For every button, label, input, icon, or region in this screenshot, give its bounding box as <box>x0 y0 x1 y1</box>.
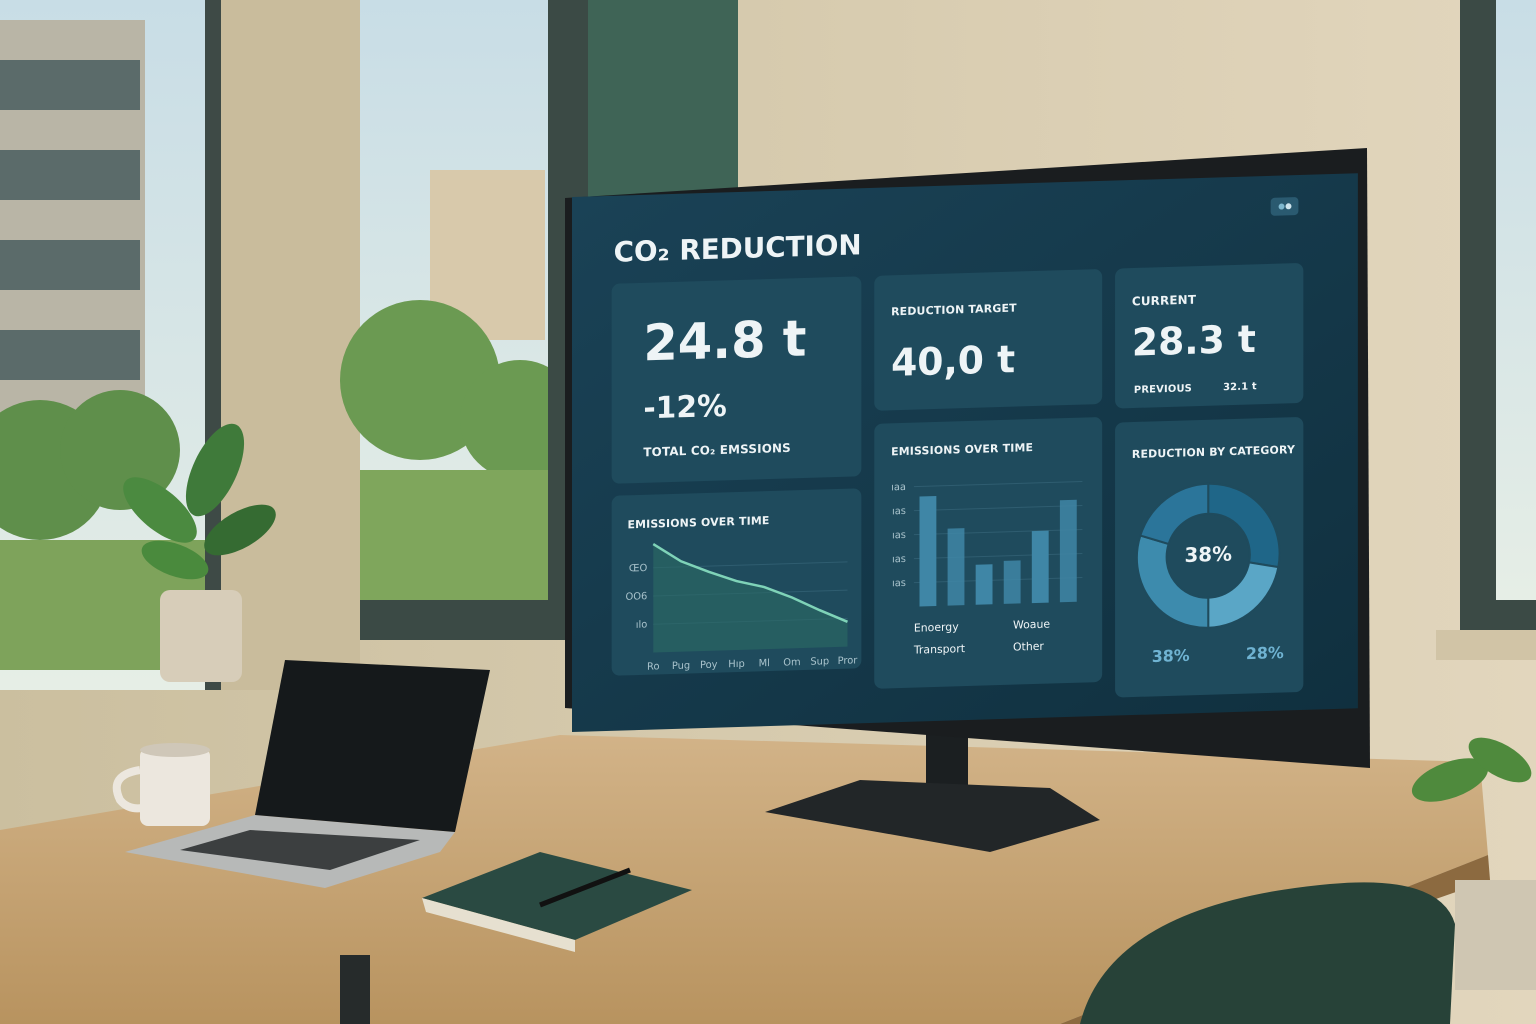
grid-line <box>913 577 1083 584</box>
y-tick-label: ıas <box>892 578 906 589</box>
curtain <box>588 0 738 200</box>
x-tick-label: Sup <box>810 656 829 668</box>
bar <box>919 495 937 607</box>
line-area <box>653 544 848 653</box>
current-value: 28.3 t <box>1132 317 1256 365</box>
line-chart: ılo OO6 ŒO Ro Pug Poy Hıp Ml Om Sup Pror <box>625 542 859 673</box>
y-tick-label: ılo <box>636 619 648 630</box>
plant <box>1411 737 1536 990</box>
legend-label: Enoergy <box>914 620 959 634</box>
bar-chart: ıas ıas ıas ıas ıaa Enoergy Woaue Transport Othe… <box>891 481 1083 657</box>
card <box>874 269 1103 411</box>
x-tick-label: Ro <box>647 661 659 672</box>
legend-label: Other <box>1013 640 1044 654</box>
x-tick-label: Ml <box>759 658 770 669</box>
grid-line <box>913 481 1083 488</box>
y-tick-label: ıaa <box>891 482 906 493</box>
total-value: 24.8 t <box>643 309 806 372</box>
y-tick-label: ıas <box>892 530 906 541</box>
donut-segment <box>1139 482 1210 546</box>
grid-line <box>913 505 1083 512</box>
y-tick-label: ŒO <box>629 563 648 575</box>
notebook <box>422 852 692 952</box>
card <box>1115 417 1304 698</box>
monitor-base <box>765 780 1100 852</box>
donut-chart: 38% 38% 28% <box>1135 482 1284 666</box>
window-frame <box>205 0 360 690</box>
donut-center-label: 38% <box>1185 542 1232 567</box>
x-tick-label: Pug <box>672 660 690 672</box>
window-view <box>1496 0 1536 600</box>
card <box>1115 263 1304 409</box>
lawn <box>360 470 560 610</box>
y-tick-label: ıas <box>892 506 906 517</box>
toggle-dot <box>1278 203 1285 210</box>
line-chart-title: EMISSIONS OVER TIME <box>627 514 769 531</box>
window-sill <box>360 600 590 640</box>
y-tick-label: OO6 <box>625 591 647 603</box>
grid-line <box>913 553 1083 560</box>
total-change: -12% <box>643 389 726 427</box>
line <box>652 542 849 623</box>
card <box>611 276 862 484</box>
x-tick-label: Om <box>783 657 800 669</box>
bar <box>1059 499 1077 603</box>
screen: CO₂ REDUCTION 24.8 t -12% TOTAL CO₂ EMSS… <box>572 173 1358 732</box>
donut-label: 38% <box>1152 646 1190 666</box>
donut-label: 28% <box>1246 643 1284 663</box>
target-value: 40,0 t <box>891 337 1015 385</box>
plant <box>123 423 276 682</box>
previous-value: 32.1 t <box>1223 381 1257 393</box>
bar <box>1003 560 1021 604</box>
donut-segment <box>1135 534 1210 629</box>
legend-label: Transport <box>913 642 966 657</box>
total-label: TOTAL CO₂ EMSSIONS <box>643 441 791 460</box>
x-tick-label: Pror <box>838 655 859 667</box>
chair <box>1080 882 1455 1024</box>
donut-chart-title: REDUCTION BY CATEGORY <box>1132 443 1296 461</box>
previous-label: PREVIOUS <box>1134 383 1192 396</box>
toggle-icon[interactable] <box>1270 197 1299 216</box>
building-windows <box>0 60 140 380</box>
laptop <box>125 660 490 888</box>
y-tick-label: ıas <box>892 554 906 565</box>
desk-leg <box>340 955 370 1024</box>
x-tick-label: Poy <box>700 660 718 672</box>
x-tick-label: Hıp <box>728 659 744 671</box>
window-sill <box>1436 630 1536 660</box>
legend-label: Woaue <box>1013 617 1050 631</box>
current-label: CURRENT <box>1132 293 1197 309</box>
toggle-dot <box>1285 203 1292 210</box>
bar <box>975 564 993 605</box>
bar-chart-title: EMISSIONS OVER TIME <box>891 441 1033 458</box>
card <box>874 417 1103 689</box>
target-label: REDUCTION TARGET <box>891 301 1017 318</box>
window-frame <box>205 0 221 690</box>
grid-line <box>913 529 1083 536</box>
bar <box>947 528 965 606</box>
dashboard-title: CO₂ REDUCTION <box>614 228 862 269</box>
bar <box>1031 530 1049 604</box>
mug <box>112 743 210 826</box>
